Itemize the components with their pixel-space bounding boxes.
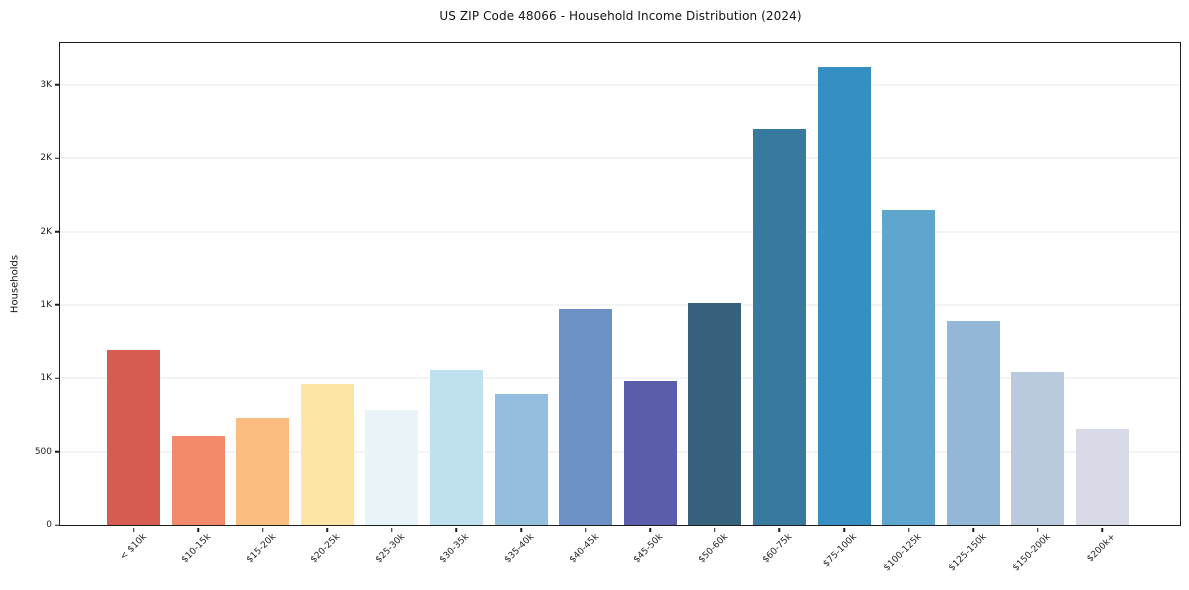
bar-slot: $15-20k	[236, 43, 290, 565]
x-tick-mark	[1101, 528, 1104, 532]
bar	[236, 417, 290, 525]
bar	[107, 350, 160, 525]
x-tick-mark	[326, 528, 329, 532]
x-tick-mark	[649, 528, 651, 532]
bar	[688, 303, 742, 525]
bar	[429, 370, 483, 525]
bar-slot: $200k+	[1075, 43, 1129, 564]
y-tick-mark	[54, 524, 59, 526]
gridline	[60, 377, 1180, 379]
x-tick-label: $50-60k	[696, 532, 730, 566]
bar	[1011, 372, 1065, 525]
y-tick-label: 1K	[40, 299, 52, 310]
gridline	[60, 231, 1180, 233]
x-tick-label: < $10k	[118, 532, 149, 563]
bar	[623, 381, 677, 525]
gridline	[60, 451, 1180, 453]
x-tick-label: $75-100k	[821, 532, 860, 570]
bar	[946, 321, 1000, 525]
bar-slot: < $10k	[107, 43, 160, 562]
y-axis-label: Households	[9, 254, 21, 314]
x-tick-label: $35-40k	[502, 532, 537, 566]
y-tick-label: 2K	[40, 153, 52, 164]
y-tick-label: 2K	[40, 226, 52, 237]
bar	[494, 393, 548, 525]
bar-slot: $40-45k	[559, 43, 613, 565]
plot-area: < $10k $10-15k $15-20k $20-25k $25-30k $30-35…	[35, 42, 1181, 573]
y-tick-mark	[54, 304, 59, 306]
x-tick-label: $200k+	[1085, 532, 1118, 565]
bar	[817, 67, 871, 525]
bar	[300, 384, 354, 525]
y-tick-mark	[54, 450, 59, 453]
bar-slot: $50-60k	[688, 43, 742, 565]
bar-slot: $35-40k	[494, 43, 548, 565]
bar-slot: $75-100k	[817, 43, 871, 569]
x-tick-mark	[391, 528, 393, 532]
x-tick-mark	[1037, 528, 1039, 532]
x-tick-mark	[714, 528, 716, 532]
bar-slot: $150-200k	[1011, 43, 1065, 573]
bar	[559, 309, 613, 525]
y-tick-mark	[54, 230, 59, 233]
bar-slot: $20-25k	[300, 43, 354, 565]
bar	[171, 436, 225, 525]
gridline	[60, 157, 1180, 159]
x-tick-label: $150-200k	[1011, 532, 1053, 574]
bar-slot: $60-75k	[752, 43, 806, 565]
bar-slot: $25-30k	[365, 43, 419, 565]
x-tick-mark	[907, 528, 910, 532]
x-tick-label: $45-50k	[632, 532, 666, 566]
bar-slot: $45-50k	[623, 43, 677, 565]
bar-slot: $100-125k	[882, 43, 936, 573]
x-tick-mark	[972, 528, 974, 532]
x-tick-mark	[197, 528, 199, 532]
gridline	[60, 84, 1180, 86]
y-tick-label: 0	[46, 520, 52, 530]
bar-slot: $10-15k	[171, 43, 225, 565]
bars-container: < $10k $10-15k $15-20k $20-25k $25-30k $30-35…	[60, 43, 1180, 573]
x-tick-label: $30-35k	[438, 532, 472, 566]
bar-slot: $30-35k	[429, 43, 483, 565]
y-tick-label: 500	[34, 446, 52, 457]
y-tick-mark	[54, 377, 59, 380]
x-tick-label: $100-125k	[882, 532, 924, 574]
bar	[1075, 428, 1129, 525]
gridline	[60, 304, 1180, 306]
x-tick-mark	[843, 528, 845, 532]
x-tick-mark	[520, 528, 522, 532]
y-tick-label: 3K	[40, 79, 52, 90]
bar	[752, 128, 806, 525]
x-tick-mark	[778, 528, 781, 532]
y-tick-label: 1K	[40, 373, 52, 384]
x-tick-label: $10-15k	[179, 532, 214, 566]
x-tick-mark	[261, 528, 264, 532]
bar	[882, 209, 936, 525]
x-tick-mark	[455, 528, 458, 532]
y-tick-mark	[54, 157, 59, 159]
bar-slot: $125-150k	[946, 43, 1000, 573]
x-tick-label: $125-150k	[946, 532, 989, 574]
x-tick-mark	[584, 528, 587, 532]
x-tick-mark	[132, 528, 135, 532]
x-tick-label: $60-75k	[761, 532, 795, 566]
chart-title: US ZIP Code 48066 - Household Income Dis…	[439, 9, 802, 23]
x-tick-label: $25-30k	[373, 532, 407, 566]
bar	[365, 409, 419, 525]
x-tick-label: $20-25k	[309, 532, 343, 566]
y-tick-mark	[54, 84, 59, 86]
x-tick-label: $40-45k	[567, 532, 601, 566]
x-tick-label: $15-20k	[244, 532, 278, 566]
